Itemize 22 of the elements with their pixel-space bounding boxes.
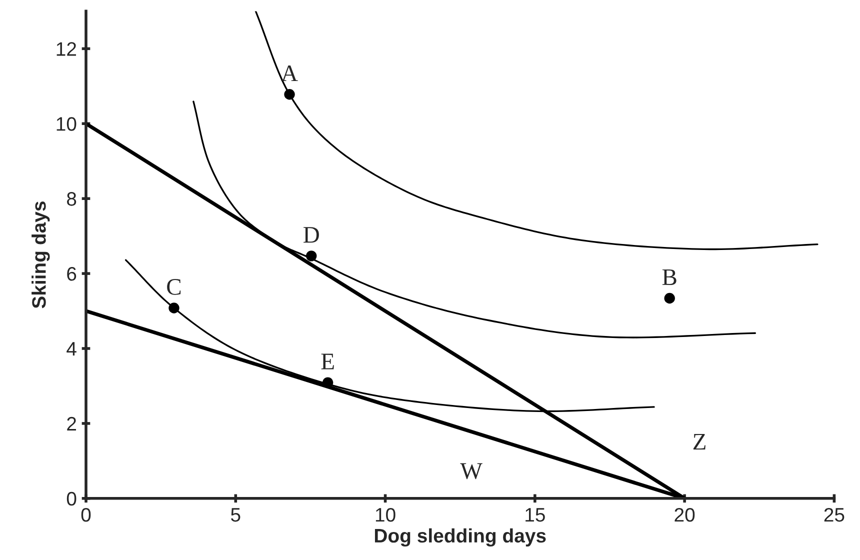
annotation: W (460, 463, 482, 480)
x-axis-title: Dog sledding days (374, 528, 546, 547)
y-tick-label: 10 (56, 117, 76, 131)
x-tick-label: 25 (824, 508, 844, 522)
y-tick-label: 8 (67, 192, 76, 206)
x-tick-label: 20 (674, 508, 695, 522)
x-tick-label: 5 (231, 508, 240, 522)
y-tick-label: 2 (67, 416, 76, 430)
annotation: B (662, 269, 676, 285)
annotation: Z (693, 434, 706, 450)
annotation: C (167, 279, 181, 295)
y-tick-label: 0 (66, 492, 76, 506)
annotation: D (304, 227, 319, 243)
y-axis-title: Skiing days (32, 202, 50, 308)
y-tick-label: 4 (66, 342, 76, 356)
annotation: A (281, 65, 298, 82)
y-tick-label: 12 (56, 42, 76, 56)
x-tick-label: 10 (376, 508, 396, 522)
y-tick-label: 6 (67, 267, 76, 281)
x-tick-label: 0 (81, 508, 91, 522)
annotation: E (321, 354, 334, 370)
x-tick-label: 15 (526, 508, 545, 522)
